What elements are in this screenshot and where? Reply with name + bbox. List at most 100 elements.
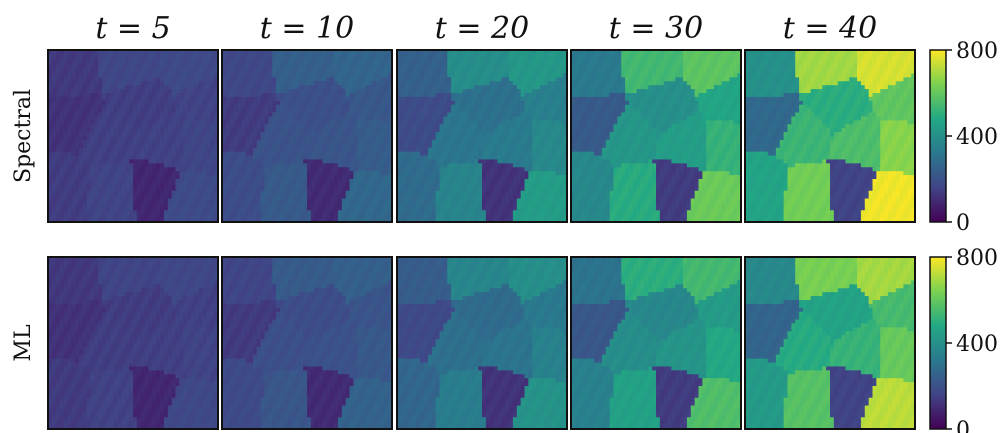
heatmap-cell: [311, 156, 315, 160]
heatmap-cell: [156, 210, 160, 214]
heatmap-cell: [365, 183, 369, 187]
heatmap-cell: [365, 179, 369, 183]
heatmap-cell: [288, 70, 292, 74]
heatmap-cell: [490, 70, 494, 74]
heatmap-cell: [94, 105, 98, 109]
heatmap-cell: [525, 66, 529, 70]
heatmap-cell: [459, 93, 463, 97]
heatmap-cell: [334, 105, 338, 109]
heatmap-cell: [369, 109, 373, 113]
heatmap-cell: [322, 167, 326, 171]
heatmap-cell: [373, 140, 377, 144]
heatmap-cell: [230, 66, 234, 70]
heatmap-cell: [56, 136, 60, 140]
heatmap-cell: [377, 187, 381, 191]
heatmap-cell: [409, 77, 413, 81]
heatmap-cell: [288, 62, 292, 66]
heatmap-cell: [338, 136, 342, 140]
heatmap-cell: [164, 93, 168, 97]
column-titles: t = 5t = 10 t = 20 t = 30 t = 40: [95, 11, 877, 46]
heatmap-cell: [373, 97, 377, 101]
heatmap-cell: [168, 113, 172, 117]
heatmap-cell: [288, 97, 292, 101]
heatmap-cell: [517, 70, 521, 74]
heatmap-cell: [87, 167, 91, 171]
heatmap-cell: [284, 140, 288, 144]
heatmap-cell: [384, 210, 388, 214]
heatmap-cell: [424, 97, 428, 101]
heatmap-cell: [145, 85, 149, 89]
heatmap-cell: [447, 85, 451, 89]
heatmap-cell: [521, 109, 525, 113]
heatmap-cell: [443, 132, 447, 136]
heatmap-cell: [350, 89, 354, 93]
heatmap-cell: [87, 93, 91, 97]
heatmap-cell: [409, 140, 413, 144]
heatmap-cell: [121, 132, 125, 136]
heatmap-cell: [133, 116, 137, 120]
heatmap-cell: [98, 210, 102, 214]
heatmap-cell: [559, 101, 563, 105]
heatmap-cell: [265, 85, 269, 89]
heatmap-cell: [521, 101, 525, 105]
heatmap-cell: [432, 70, 436, 74]
heatmap-cell: [114, 73, 118, 77]
heatmap-cell: [463, 58, 467, 62]
heatmap-cell: [210, 187, 214, 191]
heatmap-cell: [129, 179, 133, 183]
heatmap-cell: [63, 62, 67, 66]
heatmap-cell: [544, 73, 548, 77]
heatmap-cell: [176, 183, 180, 187]
heatmap-cell: [145, 159, 149, 163]
heatmap-cell: [295, 159, 299, 163]
heatmap-cell: [494, 109, 498, 113]
heatmap-cell: [494, 85, 498, 89]
heatmap-cell: [183, 136, 187, 140]
heatmap-cell: [412, 140, 416, 144]
heatmap-cell: [540, 81, 544, 85]
heatmap-cell: [87, 148, 91, 152]
heatmap-cell: [67, 70, 71, 74]
heatmap-cell: [253, 81, 257, 85]
heatmap-cell: [470, 132, 474, 136]
heatmap-cell: [156, 175, 160, 179]
heatmap-cell: [268, 148, 272, 152]
heatmap-cell: [299, 148, 303, 152]
heatmap-cell: [145, 54, 149, 58]
heatmap-cell: [160, 163, 164, 167]
heatmap-cell: [420, 58, 424, 62]
heatmap-cell: [467, 85, 471, 89]
heatmap-cell: [265, 120, 269, 124]
heatmap-cell: [497, 124, 501, 128]
heatmap-cell: [330, 136, 334, 140]
heatmap-cell: [203, 97, 207, 101]
heatmap-cell: [436, 136, 440, 140]
heatmap-cell: [168, 199, 172, 203]
heatmap-cell: [71, 199, 75, 203]
heatmap-cell: [555, 58, 559, 62]
heatmap-cell: [265, 136, 269, 140]
heatmap-cell: [276, 202, 280, 206]
heatmap-cell: [548, 93, 552, 97]
heatmap-cell: [106, 124, 110, 128]
heatmap-cell: [311, 93, 315, 97]
heatmap-cell: [521, 89, 525, 93]
heatmap-cell: [276, 171, 280, 175]
heatmap-cell: [357, 113, 361, 117]
heatmap-cell: [299, 140, 303, 144]
heatmap-cell: [168, 187, 172, 191]
heatmap-cell: [405, 116, 409, 120]
heatmap-cell: [52, 66, 56, 70]
heatmap-cell: [384, 136, 388, 140]
heatmap-cell: [152, 54, 156, 58]
heatmap-cell: [179, 191, 183, 195]
heatmap-cell: [245, 167, 249, 171]
heatmap-cell: [315, 167, 319, 171]
heatmap-cell: [176, 109, 180, 113]
heatmap-cell: [79, 58, 83, 62]
heatmap-cell: [118, 89, 122, 93]
heatmap-cell: [315, 199, 319, 203]
heatmap-cell: [307, 120, 311, 124]
heatmap-cell: [230, 97, 234, 101]
heatmap-cell: [265, 210, 269, 214]
